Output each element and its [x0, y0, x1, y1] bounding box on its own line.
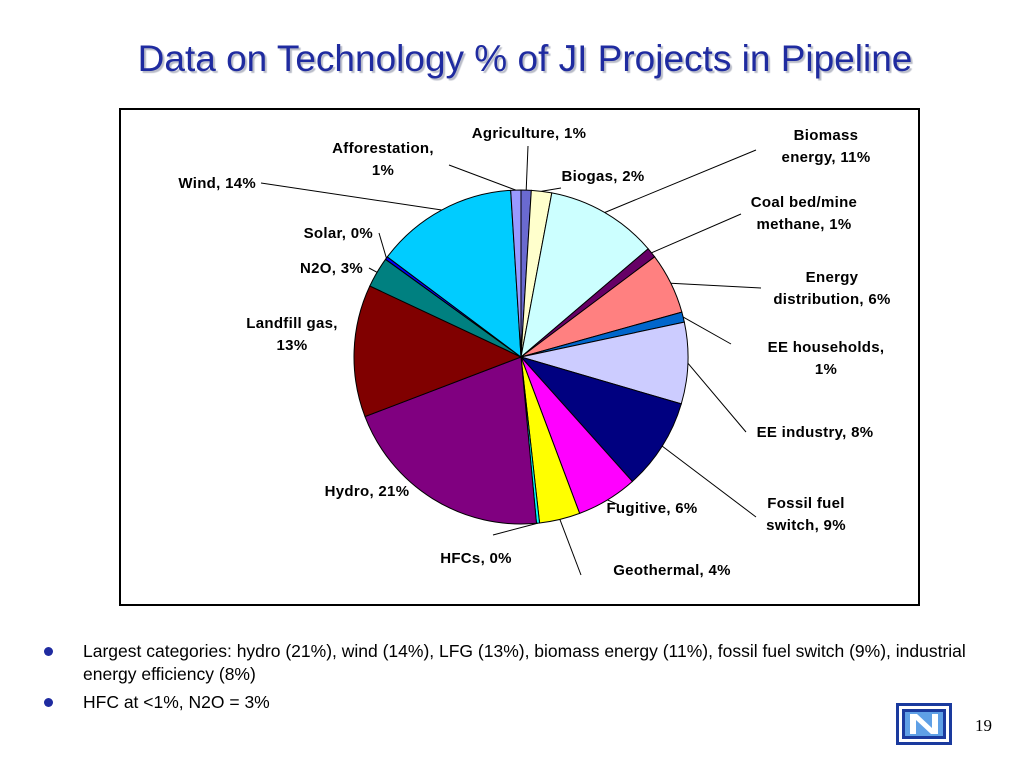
leader-line — [604, 149, 757, 213]
bullet-dot-icon — [44, 647, 53, 656]
leader-line — [559, 519, 582, 576]
slice-label: Energy distribution, 6% — [773, 269, 890, 308]
leader-line — [260, 182, 442, 211]
leader-line — [607, 499, 620, 506]
bullet-item: Largest categories: hydro (21%), wind (1… — [44, 640, 974, 686]
leader-line — [492, 522, 539, 536]
slice-label: Landfill gas, 13% — [246, 315, 337, 354]
pie-slice — [353, 285, 523, 418]
bullet-item: HFC at <1%, N2O = 3% — [44, 691, 974, 714]
pie-slice — [386, 189, 522, 359]
leader-line — [368, 267, 378, 273]
page-number: 19 — [975, 716, 992, 735]
slice-label: Afforestation, 1% — [332, 140, 434, 179]
company-logo-icon — [896, 703, 952, 745]
pie-chart: Agriculture, 1% Biogas, 2% Biomass energy, … — [119, 108, 920, 606]
leader-line — [682, 316, 732, 345]
bullet-text: Largest categories: hydro (21%), wind (1… — [83, 641, 966, 684]
leader-line — [525, 145, 529, 191]
slice-label: EE households, 1% — [768, 339, 885, 378]
slice-label: Coal bed/mine methane, 1% — [751, 194, 857, 233]
slice-label: Fossil fuel switch, 9% — [766, 495, 846, 534]
bullet-dot-icon — [44, 698, 53, 707]
pie-slice — [510, 189, 522, 358]
leader-line — [687, 362, 747, 433]
slice-label: Biomass energy, 11% — [782, 127, 871, 166]
slice-label: Solar, 0% — [304, 225, 373, 242]
pie-slice — [520, 192, 649, 359]
leader-line — [378, 232, 387, 259]
leader-line — [448, 164, 516, 191]
slice-label: Agriculture, 1% — [472, 125, 587, 142]
pie-slice — [519, 356, 682, 483]
slide-title: Data on Technology % of JI Projects in P… — [137, 38, 913, 79]
leader-line — [670, 282, 762, 289]
leader-line — [661, 445, 757, 518]
bullet-text: HFC at <1%, N2O = 3% — [83, 692, 270, 712]
pie-slice — [364, 356, 538, 525]
slice-label: Fugitive, 6% — [606, 500, 697, 517]
slice-label: Geothermal, 4% — [613, 562, 731, 579]
slice-label: N2O, 3% — [300, 260, 363, 277]
slice-label: Wind, 14% — [178, 175, 256, 192]
slice-label: HFCs, 0% — [440, 550, 512, 567]
leader-line — [651, 213, 742, 254]
slice-label: EE industry, 8% — [757, 424, 874, 441]
slice-label: Biogas, 2% — [561, 168, 644, 185]
pie-chart-svg: Agriculture, 1% Biogas, 2% Biomass energy, … — [178, 125, 890, 579]
leader-line — [541, 187, 562, 192]
bullet-list: Largest categories: hydro (21%), wind (1… — [44, 640, 974, 719]
slice-label: Hydro, 21% — [325, 483, 410, 500]
